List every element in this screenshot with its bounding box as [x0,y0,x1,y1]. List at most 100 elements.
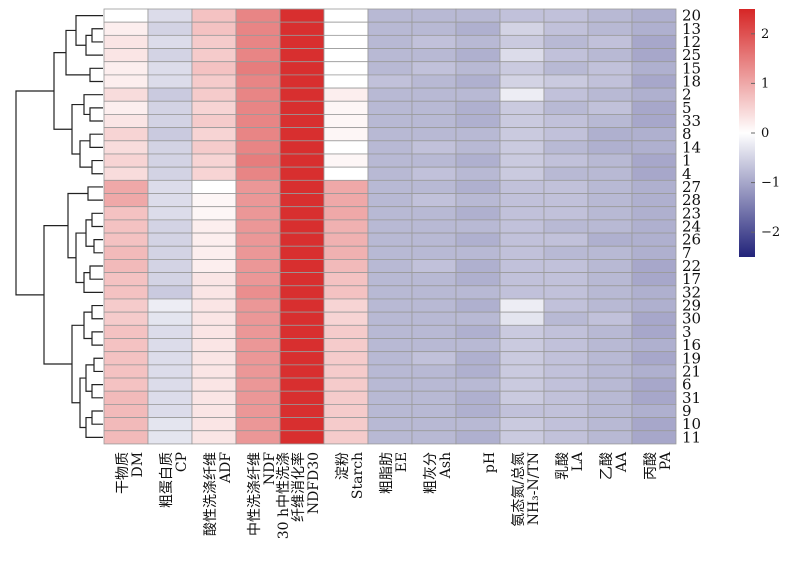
heatmap-cell [235,114,281,129]
heatmap-cell [411,417,457,432]
svg-text:pH: pH [482,452,498,473]
heatmap-cell [411,74,457,89]
heatmap-cell [411,298,457,313]
heatmap-cell [631,285,677,300]
heatmap-cell [147,311,193,326]
heatmap-cell [499,87,545,102]
row-label: 25 [682,46,701,64]
heatmap-cell [587,206,633,221]
heatmap-cell [235,364,281,379]
heatmap-cell [499,364,545,379]
heatmap-cell [587,166,633,181]
heatmap-cell [543,219,589,234]
heatmap-cell [191,127,237,142]
heatmap-cell [587,48,633,63]
heatmap-cell [191,153,237,168]
heatmap-cell [631,232,677,247]
row-label: 29 [682,297,701,315]
heatmap-cell [235,34,281,49]
heatmap-cell [587,430,633,445]
heatmap-cell [631,351,677,366]
heatmap-cell [191,324,237,339]
heatmap-cell [543,8,589,23]
heatmap-cell [455,430,501,445]
heatmap-cell [279,417,325,432]
heatmap-cell [543,298,589,313]
heatmap-cell [499,74,545,89]
heatmap-cell [147,377,193,392]
heatmap-cell [147,298,193,313]
heatmap-cell [279,87,325,102]
dendrogram-branch [85,416,103,438]
heatmap-cell [103,206,149,221]
heatmap-cell [235,245,281,260]
heatmap-cell [279,206,325,221]
heatmap-cell [323,48,369,63]
heatmap-cell [631,127,677,142]
heatmap-cell [323,34,369,49]
heatmap-cell [279,153,325,168]
column-label: 粗脂肪 EE [379,452,410,494]
svg-text:ADF: ADF [218,452,234,484]
column-label: 粗灰分 Ash [423,452,454,494]
svg-text:LA: LA [570,451,586,471]
heatmap-cell [631,245,677,260]
column-label: 酸性洗涤纤维 ADF [203,452,234,536]
heatmap-cell [103,403,149,418]
row-label: 6 [682,376,692,394]
heatmap-cell [411,166,457,181]
heatmap-cell [499,127,545,142]
heatmap-cell [235,324,281,339]
row-label: 28 [682,191,701,209]
heatmap-cell [543,21,589,36]
heatmap-cell [103,61,149,76]
heatmap-cell [323,179,369,194]
heatmap-cell [455,87,501,102]
heatmap-cell [323,351,369,366]
heatmap-cell [191,351,237,366]
dendrogram-branch [83,311,92,340]
heatmap-cell [147,74,193,89]
colorbar-tick-label: −2 [761,225,780,240]
heatmap-cell [367,193,413,208]
heatmap-cell [411,377,457,392]
heatmap-cell [367,351,413,366]
heatmap-cell [367,338,413,353]
heatmap-cell [543,179,589,194]
column-label: 干物质 DM [115,452,146,494]
heatmap-cell [543,377,589,392]
heatmap-cell [411,272,457,287]
heatmap-cell [147,259,193,274]
heatmap-cell [279,232,325,247]
svg-text:粗灰分: 粗灰分 [423,452,439,494]
heatmap-cell [147,166,193,181]
heatmap-cell [455,100,501,115]
svg-text:PA: PA [658,451,674,470]
heatmap-cell [147,390,193,405]
heatmap-cell [235,232,281,247]
colorbar-tick-label: −1 [761,176,780,191]
heatmap-cell [279,351,325,366]
dendrogram-branch [85,34,103,56]
heatmap-cell [323,87,369,102]
heatmap-cell [543,100,589,115]
heatmap-cell [455,179,501,194]
heatmap-cell [147,364,193,379]
heatmap-cell [323,430,369,445]
heatmap-cell [367,166,413,181]
dendrogram-branch [75,14,103,46]
heatmap-cell [103,338,149,353]
heatmap-cell [279,48,325,63]
svg-text:氨态氮/总氮: 氨态氮/总氮 [511,452,527,527]
heatmap-cell [323,166,369,181]
heatmap-cell [631,430,677,445]
dendrogram-branch [91,159,103,175]
heatmap-cell [279,403,325,418]
heatmap-cell [543,61,589,76]
heatmap-cell [631,259,677,274]
heatmap-cell [279,259,325,274]
heatmap-cell [587,219,633,234]
heatmap-cell [411,390,457,405]
heatmap-cell [411,430,457,445]
heatmap-cell [543,74,589,89]
